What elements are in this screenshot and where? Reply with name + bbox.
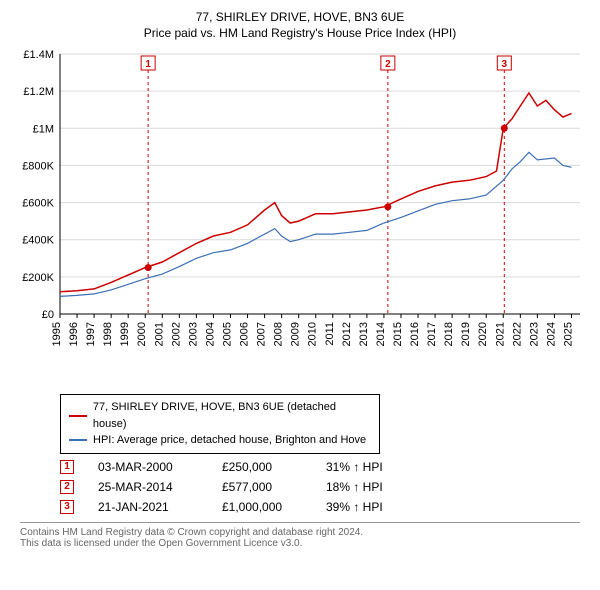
legend-item: 77, SHIRLEY DRIVE, HOVE, BN3 6UE (detach… (69, 399, 371, 432)
tx-price: £250,000 (222, 460, 302, 474)
svg-text:£400K: £400K (22, 235, 54, 247)
svg-text:2018: 2018 (443, 322, 455, 346)
svg-text:1: 1 (145, 59, 151, 70)
tx-date: 03-MAR-2000 (98, 460, 198, 474)
chart-subtitle: Price paid vs. HM Land Registry's House … (10, 26, 590, 40)
legend-swatch (69, 439, 87, 441)
svg-text:2006: 2006 (239, 322, 251, 346)
svg-text:2016: 2016 (409, 322, 421, 346)
svg-text:2019: 2019 (460, 322, 472, 346)
svg-text:2020: 2020 (477, 322, 489, 346)
svg-text:1998: 1998 (102, 322, 114, 346)
chart-plot: £0 £200K £400K £600K £800K £1M £1.2M £1.4M 1995 1… (10, 46, 590, 386)
svg-text:£200K: £200K (22, 272, 54, 284)
svg-text:1997: 1997 (85, 322, 97, 346)
footer: Contains HM Land Registry data © Crown c… (20, 522, 580, 549)
svg-text:2009: 2009 (290, 322, 302, 346)
svg-text:2021: 2021 (494, 322, 506, 346)
chart-svg: £0 £200K £400K £600K £800K £1M £1.2M £1.4M 1995 1… (10, 46, 590, 386)
svg-text:2013: 2013 (358, 322, 370, 346)
svg-text:2010: 2010 (307, 322, 319, 346)
svg-text:2011: 2011 (324, 322, 336, 346)
svg-text:2002: 2002 (170, 322, 182, 346)
svg-text:1996: 1996 (68, 322, 80, 346)
legend-label: HPI: Average price, detached house, Brig… (93, 432, 366, 449)
tx-pct: 31% ↑ HPI (326, 460, 416, 474)
legend-swatch (69, 415, 87, 417)
footer-line: This data is licensed under the Open Gov… (20, 538, 580, 549)
tx-date: 25-MAR-2014 (98, 480, 198, 494)
svg-text:£1M: £1M (33, 123, 54, 135)
svg-text:£600K: £600K (22, 198, 54, 210)
svg-text:1995: 1995 (51, 322, 63, 346)
svg-text:£800K: £800K (22, 160, 54, 172)
svg-text:2024: 2024 (545, 322, 557, 346)
tx-price: £577,000 (222, 480, 302, 494)
svg-text:2017: 2017 (426, 322, 438, 346)
svg-text:2: 2 (385, 59, 391, 70)
tx-price: £1,000,000 (222, 500, 302, 514)
tx-pct: 18% ↑ HPI (326, 480, 416, 494)
svg-text:2007: 2007 (256, 322, 268, 346)
svg-text:2022: 2022 (511, 322, 523, 346)
svg-text:£1.2M: £1.2M (23, 86, 54, 98)
svg-text:2025: 2025 (562, 322, 574, 346)
marker-badge: 3 (60, 500, 74, 514)
legend-label: 77, SHIRLEY DRIVE, HOVE, BN3 6UE (detach… (93, 399, 371, 432)
svg-text:2015: 2015 (392, 322, 404, 346)
svg-text:2008: 2008 (273, 322, 285, 346)
chart-title: 77, SHIRLEY DRIVE, HOVE, BN3 6UE (10, 10, 590, 24)
svg-text:2005: 2005 (221, 322, 233, 346)
svg-text:2003: 2003 (187, 322, 199, 346)
transaction-table: 1 03-MAR-2000 £250,000 31% ↑ HPI 2 25-MA… (60, 460, 580, 514)
table-row: 1 03-MAR-2000 £250,000 31% ↑ HPI (60, 460, 580, 474)
svg-text:2023: 2023 (528, 322, 540, 346)
tx-pct: 39% ↑ HPI (326, 500, 416, 514)
marker-badge: 2 (60, 480, 74, 494)
legend-item: HPI: Average price, detached house, Brig… (69, 432, 371, 449)
svg-text:2000: 2000 (136, 322, 148, 346)
legend: 77, SHIRLEY DRIVE, HOVE, BN3 6UE (detach… (60, 394, 380, 454)
footer-line: Contains HM Land Registry data © Crown c… (20, 527, 580, 538)
marker-badge: 1 (60, 460, 74, 474)
svg-text:£1.4M: £1.4M (23, 49, 54, 61)
svg-text:2012: 2012 (341, 322, 353, 346)
svg-text:2014: 2014 (375, 322, 387, 346)
svg-text:2004: 2004 (204, 322, 216, 346)
svg-text:2001: 2001 (153, 322, 165, 346)
table-row: 2 25-MAR-2014 £577,000 18% ↑ HPI (60, 480, 580, 494)
chart-container: 77, SHIRLEY DRIVE, HOVE, BN3 6UE Price p… (0, 0, 600, 559)
svg-text:1999: 1999 (119, 322, 131, 346)
table-row: 3 21-JAN-2021 £1,000,000 39% ↑ HPI (60, 500, 580, 514)
svg-text:£0: £0 (42, 309, 54, 321)
svg-text:3: 3 (502, 59, 508, 70)
tx-date: 21-JAN-2021 (98, 500, 198, 514)
